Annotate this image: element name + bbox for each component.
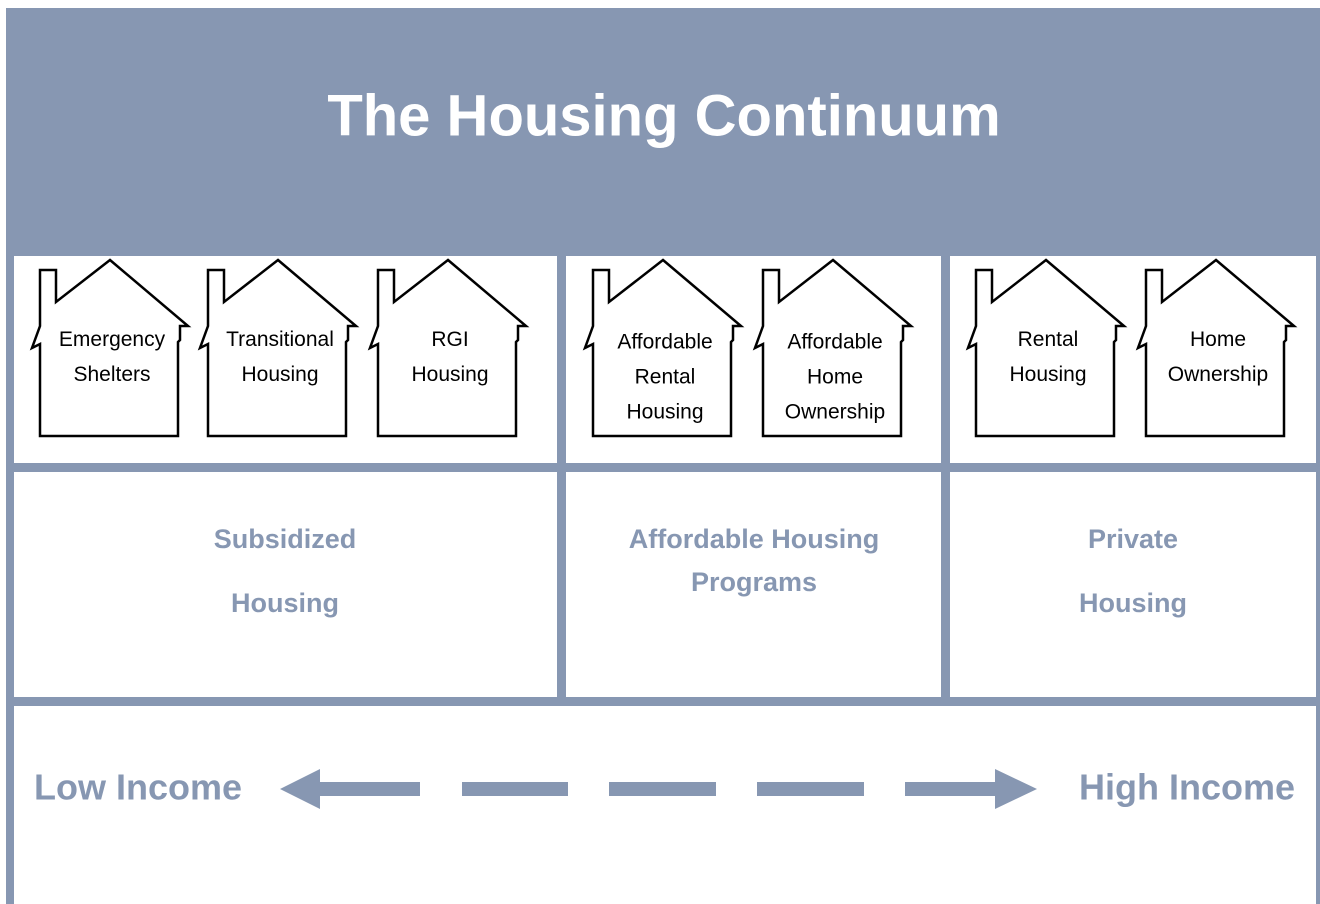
house-label: Housing bbox=[411, 363, 488, 386]
house-label: Rental bbox=[1018, 328, 1079, 351]
house-label: RGI bbox=[431, 328, 468, 351]
dash bbox=[609, 782, 716, 796]
house-label: Transitional bbox=[226, 328, 334, 351]
house bbox=[965, 258, 1128, 438]
house-label: Affordable bbox=[617, 331, 712, 354]
section-label: Private bbox=[1088, 524, 1178, 554]
house bbox=[752, 258, 915, 438]
dash bbox=[757, 782, 864, 796]
panel bbox=[14, 706, 1316, 904]
house-label: Housing bbox=[626, 401, 703, 424]
section-label: Affordable Housing bbox=[629, 524, 880, 554]
panel bbox=[566, 472, 941, 697]
section-label: Subsidized bbox=[214, 524, 357, 554]
house bbox=[29, 258, 192, 438]
arrow-right bbox=[905, 769, 1037, 809]
house-label: Rental bbox=[635, 366, 696, 389]
house-label: Shelters bbox=[73, 363, 150, 386]
title: The Housing Continuum bbox=[327, 83, 1000, 148]
house-label: Housing bbox=[241, 363, 318, 386]
high-income: High Income bbox=[1079, 767, 1295, 808]
house-label: Emergency bbox=[59, 328, 166, 351]
house bbox=[367, 258, 530, 438]
house-label: Home bbox=[1190, 328, 1246, 351]
house-label: Ownership bbox=[1168, 363, 1268, 386]
low-income: Low Income bbox=[34, 767, 242, 808]
house-label: Affordable bbox=[787, 331, 882, 354]
house bbox=[582, 258, 745, 438]
panel bbox=[14, 472, 557, 697]
panel bbox=[950, 472, 1316, 697]
dash bbox=[462, 782, 568, 796]
section-label: Housing bbox=[231, 588, 339, 618]
house-label: Ownership bbox=[785, 401, 885, 424]
house bbox=[1135, 258, 1298, 438]
arrow-left bbox=[280, 769, 420, 809]
section-label: Housing bbox=[1079, 588, 1187, 618]
house bbox=[197, 258, 360, 438]
house-label: Home bbox=[807, 366, 863, 389]
house-label: Housing bbox=[1009, 363, 1086, 386]
income-arrow bbox=[280, 769, 1037, 809]
section-label: Programs bbox=[691, 567, 817, 597]
